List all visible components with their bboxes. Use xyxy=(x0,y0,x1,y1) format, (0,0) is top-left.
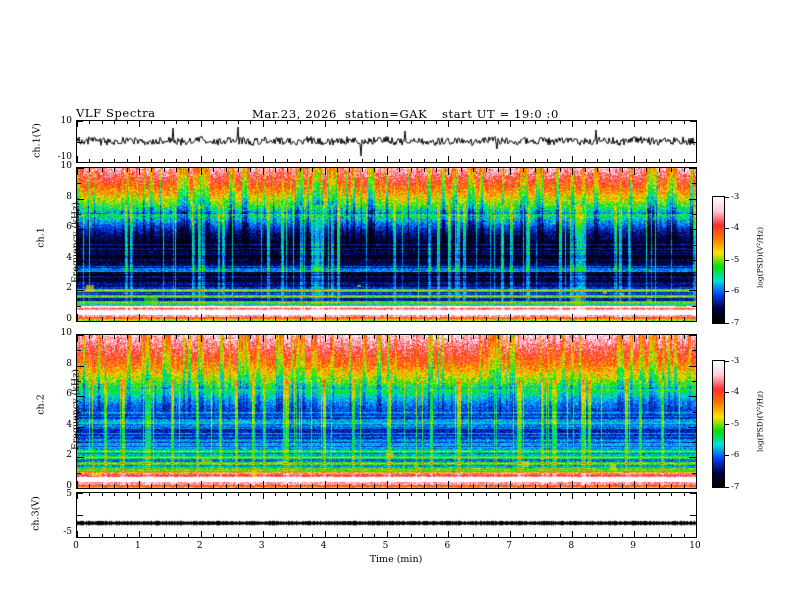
x-tick-label: 4 xyxy=(320,541,327,551)
colorbar-tick-label: -7 xyxy=(731,481,740,492)
x-tick-label: 10 xyxy=(689,541,701,551)
x-tick-label: 8 xyxy=(568,541,575,551)
figure-date: Mar.23, 2026 xyxy=(252,107,337,121)
colorbar-tick-label: -5 xyxy=(731,418,740,429)
axis-tick xyxy=(689,321,696,322)
axis-tick xyxy=(696,314,697,321)
colorbar-tick xyxy=(725,360,729,362)
colorbar-tick xyxy=(725,486,729,488)
panel-ch2-spectrogram xyxy=(76,334,697,489)
ch1v-tick-top: 10 xyxy=(60,116,72,126)
colorbar-tick-label: -3 xyxy=(731,191,740,202)
ch1-channel-label: ch.1 xyxy=(35,227,47,248)
x-axis-label: Time (min) xyxy=(369,554,423,565)
panel-ch3-voltage xyxy=(76,492,697,538)
frequency-tick-label: 2 xyxy=(66,283,72,294)
frequency-tick-label: 0 xyxy=(66,481,72,491)
figure-title: VLF Spectra xyxy=(76,106,156,120)
frequency-tick-label: 2 xyxy=(66,450,72,461)
axis-tick xyxy=(696,168,697,175)
colorbar-tick-label: -3 xyxy=(731,355,740,366)
colorbar-tick-label: -7 xyxy=(731,317,740,328)
axis-tick xyxy=(696,121,697,127)
x-tick-label: 2 xyxy=(196,541,203,551)
axis-tick xyxy=(696,335,697,342)
frequency-tick-label: 6 xyxy=(66,389,72,400)
axis-tick xyxy=(77,488,84,489)
frequency-tick-label: 10 xyxy=(60,328,72,338)
colorbar-tick-label: -6 xyxy=(731,450,740,460)
colorbar-tick-label: -6 xyxy=(731,286,740,296)
axis-tick xyxy=(696,493,697,499)
colorbar-tick xyxy=(725,423,729,425)
ch1-frequency-axis-label: Frequency (kHz) xyxy=(70,202,82,283)
ch3v-axis-label: ch.3(V) xyxy=(30,496,42,531)
frequency-tick-label: 4 xyxy=(66,419,72,430)
colorbar-tick xyxy=(725,392,729,393)
colorbar-tick xyxy=(725,259,729,261)
x-tick-label: 6 xyxy=(444,541,451,551)
x-tick-label: 0 xyxy=(73,541,79,551)
frequency-tick-label: 0 xyxy=(66,314,72,324)
axis-tick xyxy=(689,488,696,489)
colorbar-title-ch1: log(PSD)(V²/Hz) xyxy=(755,226,765,289)
colorbar-title-ch2: log(PSD)(V²/Hz) xyxy=(755,390,765,453)
frequency-tick-label: 10 xyxy=(60,161,72,171)
frequency-tick-label: 8 xyxy=(66,358,72,369)
colorbar-tick xyxy=(725,228,729,229)
colorbar-tick-label: -4 xyxy=(731,223,740,233)
x-tick-label: 3 xyxy=(258,541,265,551)
x-tick-label: 5 xyxy=(382,541,389,551)
ch1v-tick-bottom: -10 xyxy=(57,152,73,162)
frequency-tick-label: 6 xyxy=(66,222,72,233)
axis-tick xyxy=(77,162,83,163)
axis-tick xyxy=(690,162,696,163)
panel-ch1-voltage xyxy=(76,120,697,163)
station-label: station=GAK xyxy=(345,107,428,121)
axis-tick xyxy=(696,531,697,537)
colorbar-tick-label: -5 xyxy=(731,254,740,265)
ch3v-tick-top: 5 xyxy=(66,489,72,499)
colorbar-tick-label: -4 xyxy=(731,387,740,397)
colorbar-tick xyxy=(725,196,729,198)
ch2-frequency-axis-label: Frequency (kHz) xyxy=(70,369,82,450)
ch1v-axis-label: ch.1(V) xyxy=(31,123,43,158)
x-tick-label: 1 xyxy=(135,541,141,551)
axis-tick xyxy=(696,156,697,162)
colorbar-tick xyxy=(725,322,729,324)
start-ut-label: start UT = 19:0 :0 xyxy=(442,107,559,121)
frequency-tick-label: 8 xyxy=(66,191,72,202)
x-tick-label: 9 xyxy=(630,541,636,551)
ch3v-tick-bottom: -5 xyxy=(63,527,72,537)
frequency-tick-label: 4 xyxy=(66,252,72,263)
ch2-channel-label: ch.2 xyxy=(35,394,47,415)
axis-tick xyxy=(696,481,697,488)
colorbar-tick xyxy=(725,291,729,292)
axis-tick xyxy=(77,321,84,322)
axis-tick xyxy=(690,537,696,538)
x-tick-label: 7 xyxy=(506,541,513,551)
axis-tick xyxy=(77,537,83,538)
colorbar-tick xyxy=(725,455,729,456)
panel-ch1-spectrogram xyxy=(76,167,697,322)
